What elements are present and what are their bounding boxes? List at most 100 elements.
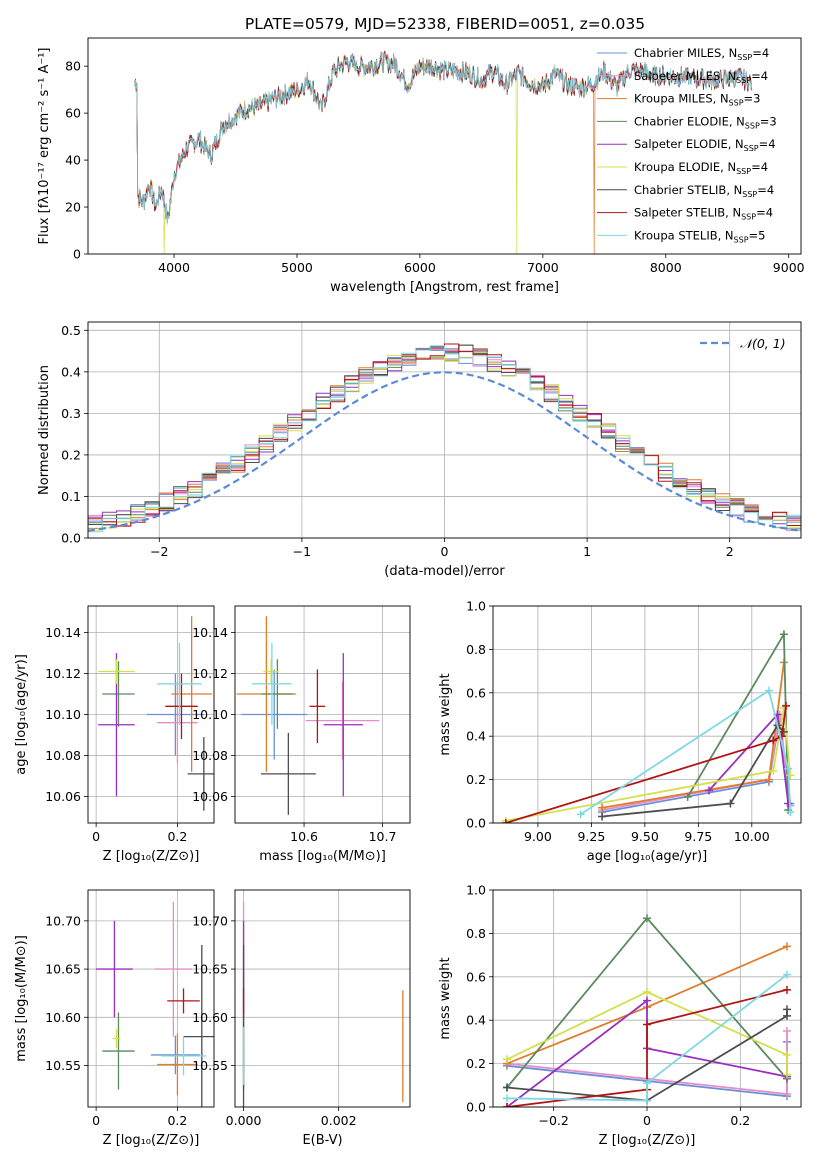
y-tick-label: 0.4 bbox=[466, 1013, 486, 1028]
y-tick-label: 0.4 bbox=[466, 729, 486, 744]
x-tick-label: −0.2 bbox=[538, 1113, 568, 1128]
y-tick-label: 10.12 bbox=[192, 666, 228, 681]
x-tick-label: 0 bbox=[92, 1113, 100, 1128]
legend-label: Salpeter STELIB, NSSP=4 bbox=[634, 206, 773, 222]
axes-frame bbox=[234, 889, 411, 1108]
x-tick-label: 0.2 bbox=[167, 1113, 187, 1128]
y-tick-label: 10.65 bbox=[45, 962, 81, 977]
weight-marker bbox=[784, 799, 793, 808]
x-tick-label: 9.75 bbox=[684, 829, 712, 844]
weight-marker bbox=[764, 686, 773, 695]
y-tick-label: 0.2 bbox=[61, 447, 81, 462]
gaussian-curve bbox=[88, 371, 801, 532]
axes-residuals: −2 −1 0 1 2 0.0 0.1 0.2 0.3 0.4 0.5 (data-model)/er… bbox=[37, 321, 802, 579]
legend-label: Kroupa ELODIE, NSSP=4 bbox=[634, 160, 768, 176]
weight-line-salpeter-stelib bbox=[506, 988, 788, 1107]
plot-area bbox=[134, 50, 752, 254]
y-tick-label: 10.14 bbox=[45, 625, 81, 640]
weight-marker bbox=[783, 1070, 791, 1079]
y-tick-label: 10.55 bbox=[192, 1058, 228, 1073]
y-tick-label: 10.08 bbox=[192, 748, 228, 763]
weight-marker bbox=[783, 970, 791, 979]
weight-line-chabrier-stelib bbox=[602, 723, 785, 818]
weight-marker bbox=[784, 764, 793, 773]
axes-frame bbox=[87, 605, 215, 824]
y-tick-label: 10.10 bbox=[192, 707, 228, 722]
legend-label: Chabrier ELODIE, NSSP=3 bbox=[634, 114, 777, 130]
axes-frame bbox=[87, 889, 215, 1108]
x-axis-label: E(B-V) bbox=[302, 1133, 342, 1148]
axes-frame bbox=[87, 321, 802, 539]
x-tick-label: 0 bbox=[92, 829, 100, 844]
axes-mass-vs-ebv: 0.000 0.002 10.55 10.60 10.65 10.70 E(B-V) bbox=[192, 889, 411, 1148]
y-tick-label: 10.60 bbox=[192, 1010, 228, 1025]
y-axis-label: mass weight bbox=[438, 673, 453, 755]
plot-area bbox=[503, 914, 791, 1107]
weight-marker bbox=[782, 701, 791, 710]
weight-marker bbox=[783, 1089, 791, 1098]
y-tick-label: 0.1 bbox=[61, 489, 81, 504]
figure-title: PLATE=0579, MJD=52338, FIBERID=0051, z=0… bbox=[245, 15, 645, 33]
x-axis-label: Z [log₁₀(Z/Z⊙)] bbox=[103, 849, 200, 864]
weight-marker bbox=[786, 808, 795, 817]
x-axis-label: mass [log₁₀(M/M⊙)] bbox=[259, 849, 386, 864]
y-tick-label: 0.0 bbox=[466, 1100, 486, 1115]
axes-frame bbox=[234, 605, 411, 824]
y-tick-label: 0.3 bbox=[61, 406, 81, 421]
y-tick-label: 0.0 bbox=[466, 816, 486, 831]
axes-weight-vs-age: 9.00 9.25 9.50 9.75 10.00 0.0 0.2 0.4 0.6 0.8 1.0 a… bbox=[438, 599, 802, 864]
histogram-kroupa-stelib bbox=[88, 345, 801, 536]
x-tick-label: 6000 bbox=[404, 260, 436, 275]
x-tick-label: 9000 bbox=[773, 260, 805, 275]
x-tick-label: 4000 bbox=[158, 260, 190, 275]
x-tick-label: −1 bbox=[293, 544, 311, 559]
weight-line-kroupa-elodie bbox=[506, 991, 788, 1075]
y-tick-label: 10.60 bbox=[45, 1010, 81, 1025]
x-tick-label: 0.002 bbox=[321, 1113, 357, 1128]
y-axis-label: mass [log₁₀(M/M⊙)] bbox=[14, 935, 29, 1062]
x-tick-label: 5000 bbox=[281, 260, 313, 275]
x-tick-label: 10.6 bbox=[290, 829, 318, 844]
x-tick-label: 1 bbox=[583, 544, 591, 559]
weight-marker bbox=[783, 985, 791, 994]
x-axis-label: (data-model)/error bbox=[384, 564, 505, 579]
axes-age-vs-mass: 10.6 10.7 10.06 10.08 10.10 10.12 10.14 mass [l… bbox=[192, 605, 411, 864]
y-tick-label: 10.14 bbox=[192, 625, 228, 640]
weight-marker bbox=[726, 799, 735, 808]
legend-label: Salpeter ELODIE, NSSP=4 bbox=[634, 137, 776, 153]
x-tick-label: 10.7 bbox=[369, 829, 397, 844]
plot-area bbox=[98, 616, 214, 811]
legend-label: Chabrier STELIB, NSSP=4 bbox=[634, 183, 774, 199]
x-tick-label: 8000 bbox=[650, 260, 682, 275]
weight-marker bbox=[779, 727, 788, 736]
weight-marker bbox=[503, 1103, 511, 1107]
plot-area bbox=[88, 343, 801, 536]
weight-marker bbox=[643, 914, 651, 923]
legend-label: Kroupa STELIB, NSSP=5 bbox=[634, 228, 765, 244]
y-axis-label: mass weight bbox=[438, 957, 453, 1039]
weight-line-kroupa-stelib bbox=[580, 689, 792, 816]
y-tick-label: 0.5 bbox=[61, 323, 81, 338]
weight-line-salpeter-stelib bbox=[505, 705, 787, 823]
weight-marker bbox=[643, 987, 651, 996]
weight-marker bbox=[643, 1020, 651, 1029]
y-tick-label: 60 bbox=[65, 106, 81, 121]
y-axis-label: Flux [fλ10⁻¹⁷ erg cm⁻² s⁻¹ A⁻¹] bbox=[37, 48, 52, 245]
weight-marker bbox=[576, 810, 585, 819]
legend-label: Chabrier MILES, NSSP=4 bbox=[634, 46, 769, 62]
y-axis-label: age [log₁₀(age/yr)] bbox=[14, 654, 29, 775]
spectrum-line-kroupa-stelib bbox=[134, 52, 752, 225]
axes-frame bbox=[492, 889, 802, 1108]
x-axis-label: Z [log₁₀(Z/Z⊙)] bbox=[599, 1133, 696, 1148]
spectrum-line-kroupa-miles bbox=[134, 53, 601, 254]
x-axis-label: age [log₁₀(age/yr)] bbox=[587, 849, 708, 864]
y-tick-label: 0.0 bbox=[61, 531, 81, 546]
axes-frame bbox=[87, 37, 802, 255]
plot-area bbox=[242, 901, 404, 1107]
plot-area bbox=[96, 901, 214, 1107]
weight-marker bbox=[783, 1027, 791, 1036]
x-tick-label: 0 bbox=[643, 1113, 651, 1128]
x-tick-label: 9.25 bbox=[577, 829, 605, 844]
weight-marker bbox=[783, 942, 791, 951]
